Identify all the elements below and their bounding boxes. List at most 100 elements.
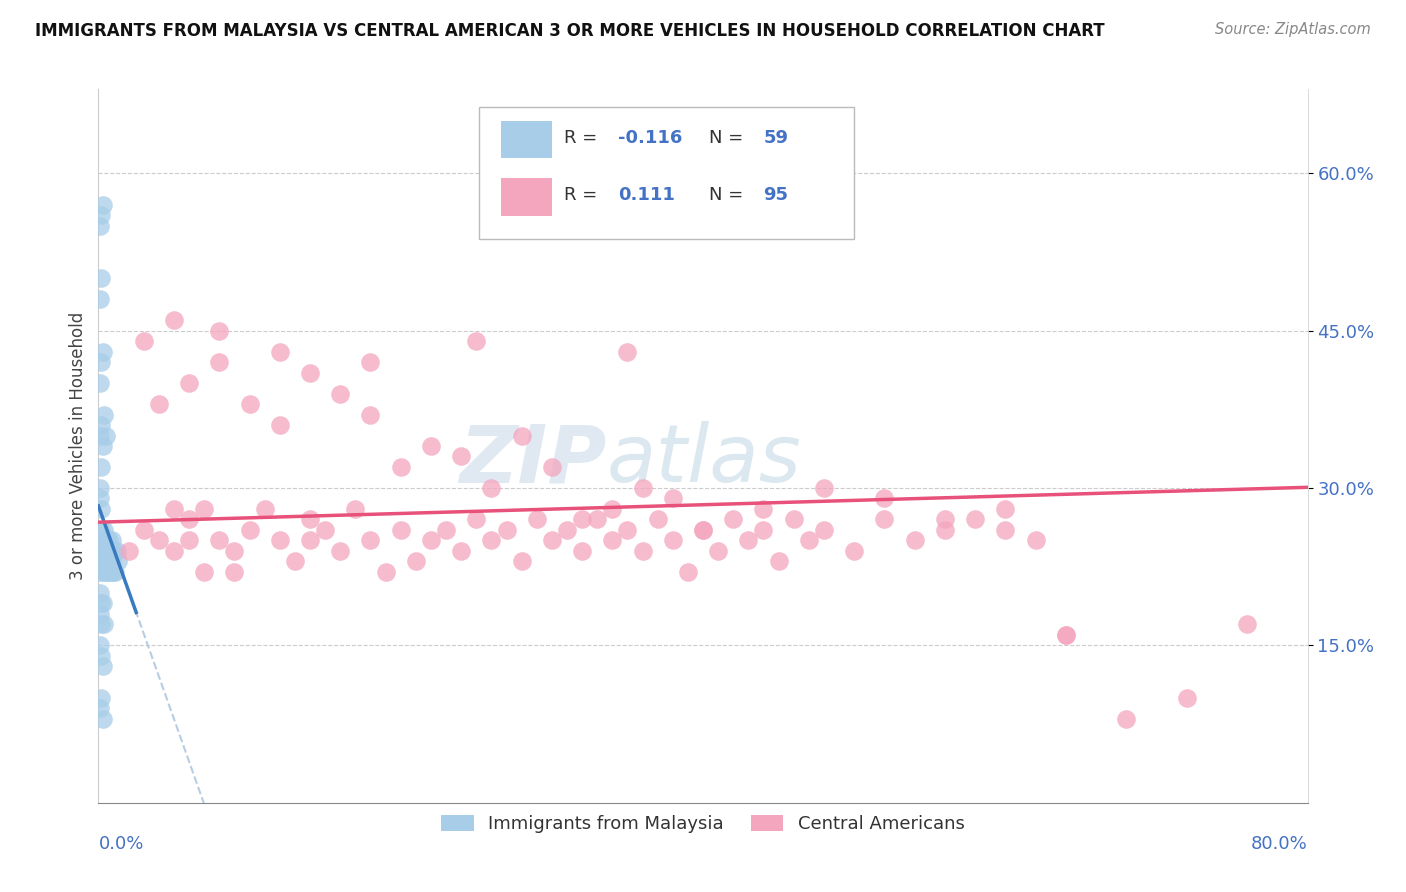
Point (224, 565, 246, 579)
Point (768, 554, 790, 568)
Point (105, 544, 128, 558)
Point (208, 355, 231, 369)
Point (132, 523, 155, 537)
Point (1236, 617, 1258, 632)
Point (179, 512, 201, 526)
Point (91, 197, 114, 211)
Point (661, 533, 683, 548)
Point (193, 565, 215, 579)
Point (602, 533, 624, 548)
Point (91, 659, 114, 673)
Point (90, 690, 112, 705)
Point (89, 428, 111, 442)
Point (91, 596, 114, 610)
FancyBboxPatch shape (501, 121, 551, 159)
Point (555, 523, 578, 537)
Point (91, 712, 114, 726)
Point (239, 523, 262, 537)
Point (91, 565, 114, 579)
Point (1024, 533, 1046, 548)
Point (510, 554, 533, 568)
Point (98, 554, 121, 568)
Point (179, 376, 201, 390)
Point (752, 502, 775, 516)
Point (374, 565, 396, 579)
Point (450, 544, 472, 558)
Point (752, 523, 775, 537)
Text: 80.0%: 80.0% (1251, 835, 1308, 853)
Point (481, 533, 503, 548)
Point (813, 523, 835, 537)
Point (692, 523, 714, 537)
FancyBboxPatch shape (501, 178, 551, 216)
Point (98, 565, 121, 579)
Point (163, 544, 186, 558)
Point (631, 481, 654, 495)
Point (571, 544, 593, 558)
Point (90, 502, 112, 516)
Point (90, 596, 112, 610)
Point (90, 355, 112, 369)
Point (692, 523, 714, 537)
Point (163, 313, 186, 327)
Point (89, 491, 111, 506)
Text: 95: 95 (763, 186, 789, 203)
Text: R =: R = (564, 128, 603, 146)
Point (389, 523, 412, 537)
Point (90, 271, 112, 285)
Point (495, 523, 517, 537)
Point (100, 544, 122, 558)
Point (94, 544, 117, 558)
Point (934, 512, 956, 526)
Point (93, 544, 115, 558)
Point (101, 533, 124, 548)
Point (118, 544, 141, 558)
Point (723, 512, 745, 526)
Point (329, 544, 352, 558)
Point (89, 639, 111, 653)
Text: N =: N = (709, 128, 749, 146)
Point (661, 491, 683, 506)
Point (107, 554, 129, 568)
Y-axis label: 3 or more Vehicles in Household: 3 or more Vehicles in Household (69, 312, 87, 580)
Point (526, 512, 548, 526)
Legend: Immigrants from Malaysia, Central Americans: Immigrants from Malaysia, Central Americ… (434, 807, 972, 840)
Point (344, 502, 367, 516)
Point (89, 376, 111, 390)
Point (98, 533, 121, 548)
Point (602, 502, 624, 516)
Point (586, 512, 609, 526)
Point (707, 544, 730, 558)
Point (405, 554, 427, 568)
Point (934, 523, 956, 537)
Point (360, 408, 382, 422)
Point (737, 533, 759, 548)
Point (89, 533, 111, 548)
Text: IMMIGRANTS FROM MALAYSIA VS CENTRAL AMERICAN 3 OR MORE VEHICLES IN HOUSEHOLD COR: IMMIGRANTS FROM MALAYSIA VS CENTRAL AMER… (35, 22, 1105, 40)
Text: ZIP: ZIP (458, 421, 606, 500)
Point (616, 344, 638, 359)
Point (269, 417, 291, 432)
Point (96, 554, 118, 568)
Point (100, 565, 122, 579)
Point (450, 450, 472, 464)
Point (89, 219, 111, 233)
Point (299, 366, 322, 380)
Point (360, 533, 382, 548)
Text: 0.0%: 0.0% (98, 835, 143, 853)
Point (420, 439, 443, 453)
Point (481, 481, 503, 495)
Text: 0.111: 0.111 (619, 186, 675, 203)
Point (299, 533, 322, 548)
Point (208, 324, 231, 338)
Point (90, 523, 112, 537)
Point (90, 460, 112, 475)
Point (329, 386, 352, 401)
Point (813, 481, 835, 495)
Point (253, 502, 276, 516)
Point (90, 208, 112, 222)
Point (994, 523, 1017, 537)
Text: R =: R = (564, 186, 603, 203)
Point (96, 533, 118, 548)
Point (647, 512, 669, 526)
